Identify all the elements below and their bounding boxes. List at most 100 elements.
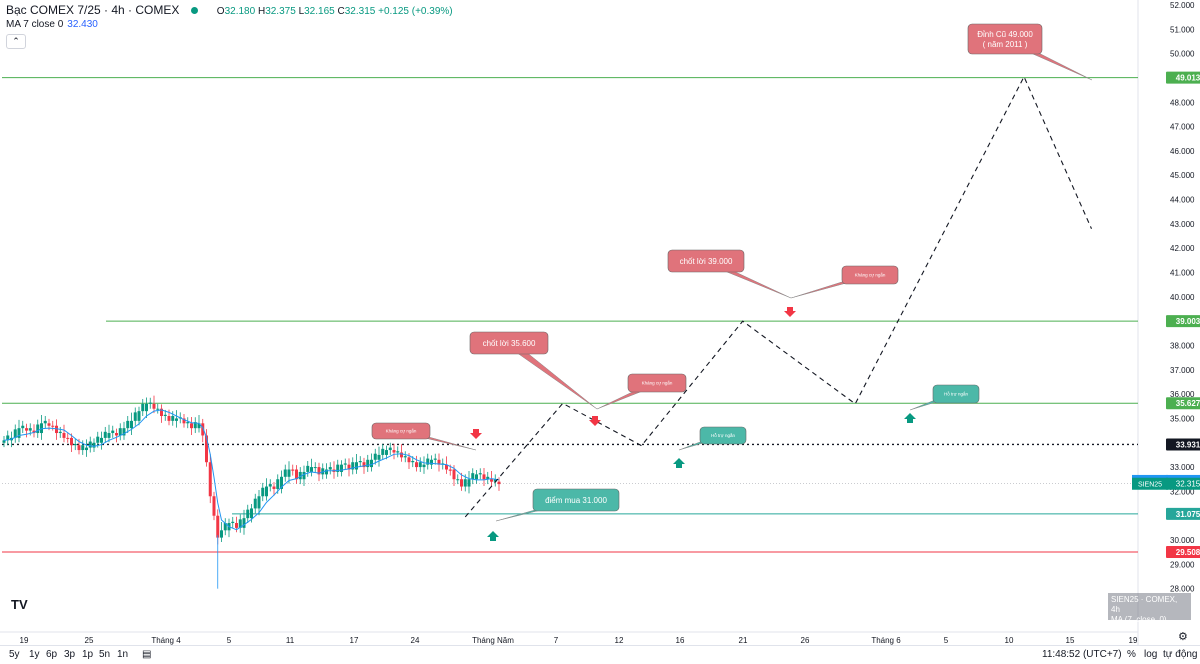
candle-body xyxy=(351,462,355,470)
callout-box[interactable] xyxy=(932,384,980,404)
candle-body xyxy=(306,465,310,472)
candle-body xyxy=(437,459,441,465)
callout-text: Hỗ trợ ngắn xyxy=(944,391,968,397)
candle-body xyxy=(343,463,347,465)
level-price-label-bg xyxy=(1166,507,1200,520)
range-3m[interactable]: 3p xyxy=(64,649,76,660)
auto-scale-toggle[interactable]: tự động xyxy=(1163,649,1198,660)
projection-path[interactable] xyxy=(464,75,1093,518)
candle-body xyxy=(411,461,415,463)
arrow-down-icon[interactable] xyxy=(784,307,796,317)
candle-body xyxy=(321,468,325,475)
candle-body xyxy=(160,408,163,417)
candle-body xyxy=(43,420,47,424)
time-axis-tick: 17 xyxy=(350,636,359,645)
candle-body xyxy=(283,469,287,477)
candle-body xyxy=(70,437,73,446)
candle-body xyxy=(17,428,21,438)
candle-body xyxy=(96,436,100,443)
candle-body xyxy=(171,416,175,421)
candle-body xyxy=(430,459,433,465)
price-axis-tick: 38.000 xyxy=(1170,341,1195,350)
callout-box[interactable] xyxy=(841,265,899,285)
price-axis-tick: 40.000 xyxy=(1170,293,1195,302)
candle-body xyxy=(205,435,208,463)
candle-body xyxy=(373,453,377,460)
last-symbol-tag xyxy=(1132,477,1168,490)
candle-body xyxy=(381,448,385,455)
arrow-down-icon[interactable] xyxy=(589,416,601,426)
callout-box[interactable] xyxy=(532,488,620,512)
collapse-legend-button[interactable]: ⌃ xyxy=(6,34,26,49)
level-price-label-bg xyxy=(1166,546,1200,559)
candle-body xyxy=(325,469,328,475)
candle-body xyxy=(268,484,272,487)
candle-body xyxy=(148,402,152,404)
price-axis-tick: 42.000 xyxy=(1170,244,1195,253)
arrow-up-icon[interactable] xyxy=(487,531,499,541)
range-1y[interactable]: 1y xyxy=(29,649,40,660)
candle-body xyxy=(13,429,17,438)
range-1m[interactable]: 1p xyxy=(82,649,94,660)
date-range-icon[interactable]: ▤ xyxy=(142,649,152,660)
candle-body xyxy=(40,423,43,434)
callout-box[interactable] xyxy=(967,23,1043,55)
ma-line[interactable] xyxy=(3,409,500,531)
callout-box[interactable] xyxy=(667,249,745,273)
candle-body xyxy=(28,428,32,431)
candle-body xyxy=(426,458,430,465)
candle-body xyxy=(355,462,358,470)
arrow-up-icon[interactable] xyxy=(673,458,685,468)
market-status-icon xyxy=(190,7,198,15)
candle-body xyxy=(238,519,242,528)
range-5d[interactable]: 5n xyxy=(99,649,111,660)
candle-body xyxy=(111,430,115,434)
percent-toggle[interactable]: % xyxy=(1127,649,1136,660)
callout-text: Kháng cự ngắn xyxy=(855,272,886,278)
candle-body xyxy=(201,423,205,436)
symbol-title[interactable]: Bạc COMEX 7/25 · 4h · COMEX xyxy=(6,3,180,17)
log-toggle[interactable]: log xyxy=(1144,649,1158,660)
candle-body xyxy=(246,509,250,519)
candle-body xyxy=(448,469,452,471)
candle-body xyxy=(223,523,227,531)
ma-legend[interactable]: MA 7 close 0 32.430 xyxy=(6,19,98,30)
time-axis-tick: 16 xyxy=(676,636,685,645)
candle-body xyxy=(377,454,381,460)
tradingview-logo-icon[interactable]: TV xyxy=(11,597,28,612)
range-5y[interactable]: 5y xyxy=(9,649,20,660)
candle-body xyxy=(66,437,70,439)
callout-text: Kháng cự ngắn xyxy=(386,428,417,434)
range-1d[interactable]: 1n xyxy=(117,649,129,660)
candle-body xyxy=(493,479,497,482)
candle-body xyxy=(445,464,448,470)
candle-body xyxy=(280,476,283,489)
candle-body xyxy=(370,459,373,468)
candle-body xyxy=(118,428,122,436)
candle-body xyxy=(385,450,388,455)
candle-body xyxy=(133,412,137,421)
arrow-up-icon[interactable] xyxy=(904,413,916,423)
price-axis-tick: 52.000 xyxy=(1170,1,1195,10)
callout-box[interactable] xyxy=(627,373,687,393)
candle-body xyxy=(163,414,167,417)
arrow-down-icon[interactable] xyxy=(470,429,482,439)
candle-body xyxy=(216,515,220,538)
price-axis-tick: 35.000 xyxy=(1170,414,1195,423)
candle-body xyxy=(253,498,257,509)
candle-body xyxy=(328,467,332,470)
ohlc-values: O32.180 H32.375 L32.165 C32.315 +0.125 (… xyxy=(216,6,453,17)
range-6m[interactable]: 6p xyxy=(46,649,58,660)
settings-gear-icon[interactable]: ⚙ xyxy=(1178,631,1188,643)
candle-body xyxy=(490,479,493,482)
callout-box[interactable] xyxy=(469,331,549,355)
price-axis-tick: 51.000 xyxy=(1170,25,1195,34)
level-price-label-bg xyxy=(1166,397,1200,410)
callout-box[interactable] xyxy=(371,422,431,440)
callout-box[interactable] xyxy=(699,426,747,445)
price-axis-tick: 29.000 xyxy=(1170,560,1195,569)
clock-time[interactable]: 11:48:52 (UTC+7) xyxy=(1042,649,1122,660)
callout-text: ( năm 2011 ) xyxy=(983,40,1028,49)
candle-body xyxy=(366,459,370,468)
